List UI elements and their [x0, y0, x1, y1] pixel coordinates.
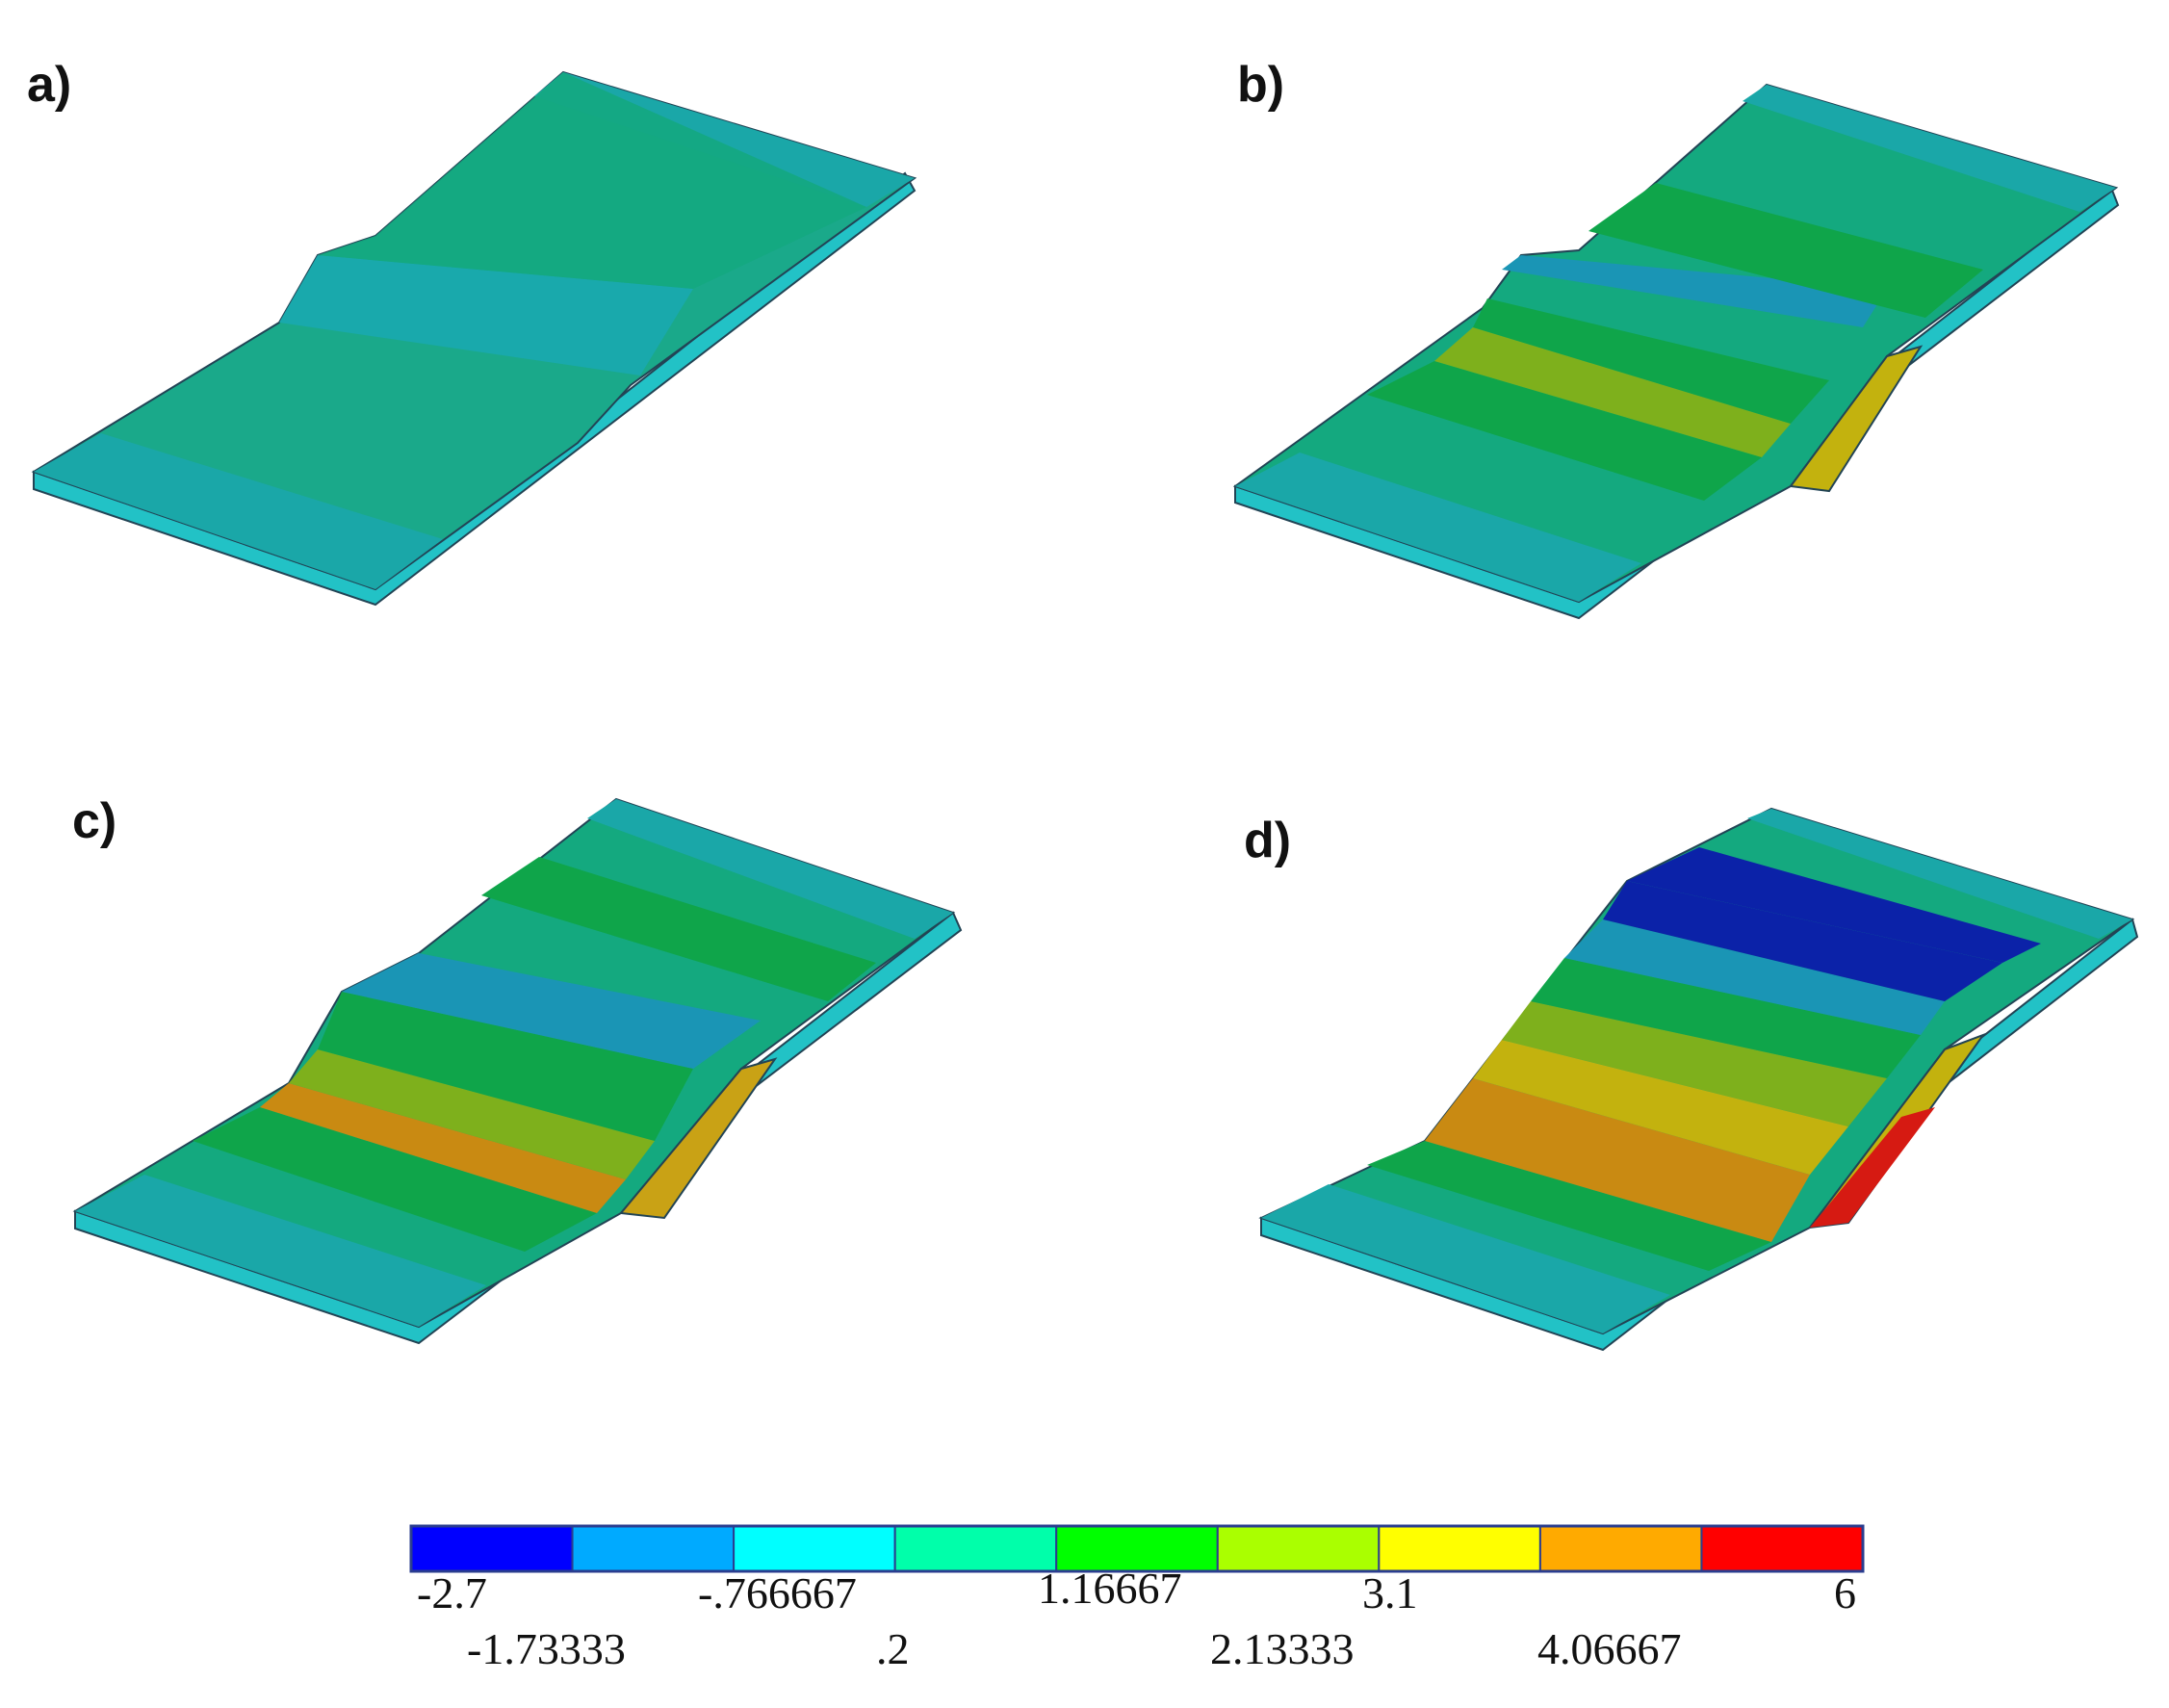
band — [1531, 958, 1921, 1078]
legend-tick: -2.7 — [417, 1568, 487, 1617]
legend-swatches — [410, 1525, 1864, 1572]
legend-swatch — [893, 1525, 1058, 1572]
panel-b: b) — [1232, 57, 2120, 620]
legend-tick: 4.06667 — [1537, 1624, 1682, 1673]
panel-d: d) — [1244, 807, 2139, 1352]
legend-swatch — [1216, 1525, 1381, 1572]
band — [1603, 881, 2002, 1001]
curl-side — [1789, 345, 1924, 493]
band — [1473, 298, 1829, 424]
band — [1261, 1184, 1670, 1333]
legend-tick: 6 — [1834, 1568, 1856, 1617]
band — [1627, 847, 2041, 963]
legend-swatch — [1538, 1525, 1703, 1572]
band — [1588, 183, 1983, 318]
band — [1743, 85, 2116, 212]
band — [1367, 1141, 1771, 1271]
panel-label-d: d) — [1244, 813, 1291, 868]
band — [481, 857, 876, 1001]
band — [1564, 919, 1945, 1035]
band — [1747, 809, 2132, 939]
legend-tick: .2 — [876, 1624, 910, 1673]
band — [289, 1049, 655, 1179]
legend-tick: 1.16667 — [1038, 1564, 1182, 1613]
legend-swatch — [1378, 1525, 1541, 1572]
panel-a: a) — [27, 57, 917, 607]
band — [1502, 1001, 1887, 1126]
band — [1367, 361, 1762, 501]
legend-swatch — [410, 1525, 574, 1572]
band — [75, 1175, 486, 1327]
band — [1502, 255, 1887, 327]
panel-c: c) — [72, 793, 963, 1345]
band — [1235, 453, 1641, 602]
band — [587, 799, 953, 939]
band — [34, 433, 443, 589]
curl-side — [619, 1057, 778, 1220]
band — [193, 1107, 597, 1252]
legend-swatch — [733, 1525, 896, 1572]
band — [318, 992, 693, 1141]
band — [1425, 1078, 1810, 1242]
band — [1434, 327, 1791, 457]
band — [342, 953, 761, 1069]
panel-label-a: a) — [27, 57, 71, 113]
legend-tick: -.766667 — [698, 1568, 857, 1617]
plate-top-flat — [318, 72, 866, 289]
color-legend: -2.7 -.766667 1.16667 3.1 6 -1.73333 .2 … — [409, 1524, 1865, 1673]
panel-label-b: b) — [1237, 57, 1284, 113]
band — [260, 1083, 626, 1213]
legend-swatch — [1700, 1525, 1864, 1572]
panel-label-c: c) — [72, 793, 116, 849]
legend-swatch — [571, 1525, 736, 1572]
legend-frame — [409, 1524, 1865, 1573]
curl-side-red — [1810, 1107, 1935, 1228]
band — [1473, 1040, 1848, 1175]
band — [279, 255, 693, 375]
legend-tick: 3.1 — [1362, 1568, 1418, 1617]
legend-tick: 2.13333 — [1210, 1624, 1355, 1673]
legend-tick: -1.73333 — [467, 1624, 626, 1673]
